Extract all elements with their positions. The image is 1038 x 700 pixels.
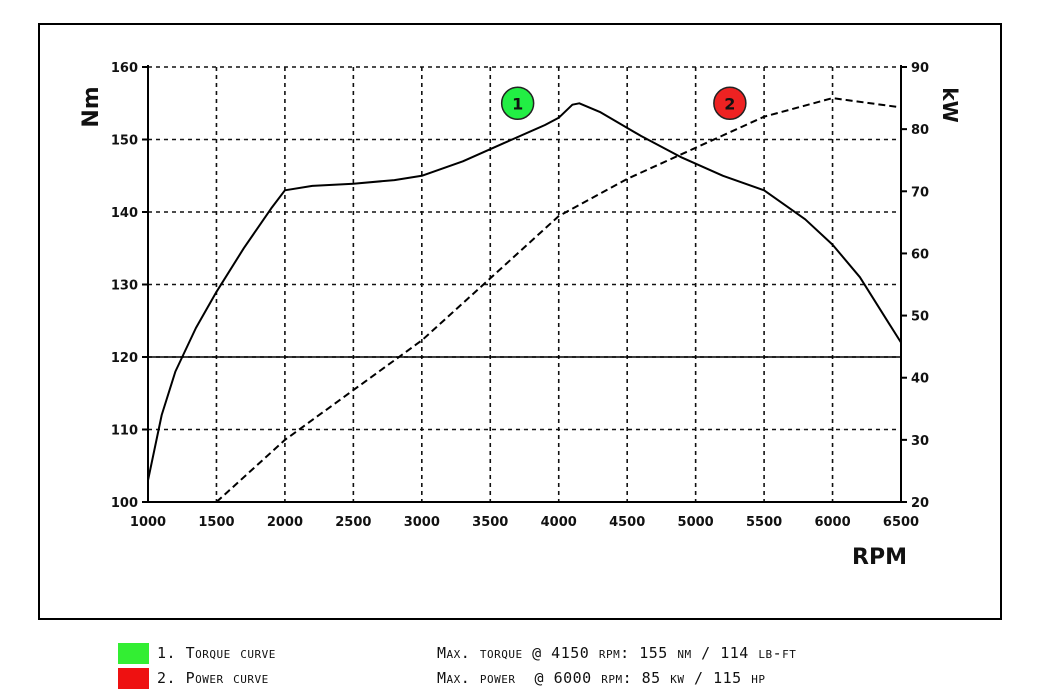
torque-power-chart: 1000 1500 2000 2500 3000 3500 4000 4500 5000 5500… <box>79 61 962 570</box>
legend-label-power: 2. Power curve <box>157 669 269 687</box>
y-left-tick-label: 160 <box>111 61 138 76</box>
x-tick-label: 5000 <box>678 515 714 530</box>
y-right-tick-label: 80 <box>911 123 929 138</box>
y-right-tick-label: 40 <box>911 372 929 387</box>
y-left-tick-label: 150 <box>111 134 138 149</box>
y-left-tick-label: 140 <box>111 206 138 221</box>
x-tick-label: 5500 <box>746 515 782 530</box>
y-left-tick-label: 130 <box>111 279 138 294</box>
legend-label-torque: 1. Torque curve <box>157 644 276 662</box>
x-tick-label: 1000 <box>130 515 166 530</box>
curve-badge-label-2: 2 <box>724 94 735 113</box>
x-tick-label: 6500 <box>883 515 919 530</box>
x-tick-label: 2000 <box>267 515 303 530</box>
x-tick-label: 6000 <box>814 515 850 530</box>
y-left-tick-label: 120 <box>111 351 138 366</box>
y-right-tick-label: 20 <box>911 496 929 511</box>
legend-swatch-power <box>118 667 149 689</box>
power-curve-line <box>215 97 902 503</box>
legend-item-power: 2. Power curve <box>118 667 276 689</box>
chart-frame: 1000 1500 2000 2500 3000 3500 4000 4500 5000 5500… <box>38 23 1002 620</box>
y-left-tick-label: 110 <box>111 424 138 439</box>
legend-swatch-torque <box>118 642 149 664</box>
y-right-axis-title: kW <box>938 87 962 122</box>
x-tick-label: 4000 <box>541 515 577 530</box>
legend: 1. Torque curve 2. Power curve <box>118 642 276 692</box>
y-right-tick-label: 60 <box>911 247 929 262</box>
max-torque-text: Max. torque @ 4150 rpm: 155 nm / 114 lb-… <box>437 644 797 662</box>
curve-badge-1 <box>500 86 535 120</box>
y-right-tick-label: 90 <box>911 61 929 76</box>
x-tick-label: 4500 <box>609 515 645 530</box>
torque-curve-line <box>147 102 902 481</box>
specs-info: Max. torque @ 4150 rpm: 155 nm / 114 lb-… <box>437 642 796 692</box>
curve-badge-2 <box>713 86 747 120</box>
x-tick-label: 3500 <box>472 515 508 530</box>
y-left-tick-label: 100 <box>111 496 138 511</box>
x-tick-label: 2500 <box>335 515 371 530</box>
curve-badge-label-1: 1 <box>512 94 523 113</box>
y-left-axis-title: Nm <box>79 86 104 127</box>
x-tick-label: 3000 <box>404 515 440 530</box>
y-right-tick-label: 50 <box>911 310 929 325</box>
x-tick-label: 1500 <box>198 515 234 530</box>
y-right-tick-label: 30 <box>911 434 929 449</box>
x-axis-title: RPM <box>852 545 907 570</box>
max-power-text: Max. power @ 6000 rpm: 85 kw / 115 hp <box>437 669 766 687</box>
legend-item-torque: 1. Torque curve <box>118 642 276 664</box>
y-right-tick-label: 70 <box>911 185 929 200</box>
